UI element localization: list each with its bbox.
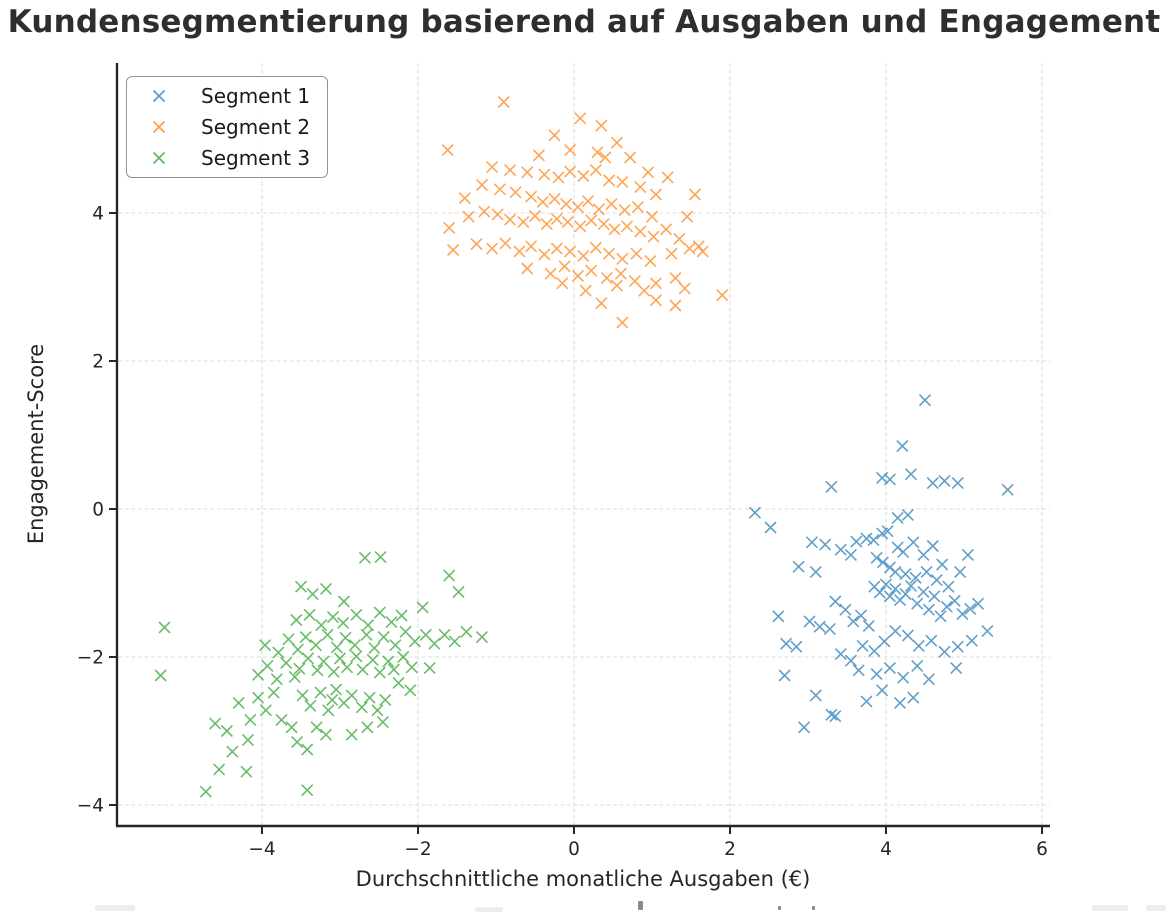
svg-text:2: 2	[92, 352, 104, 373]
screen-edge-fragment	[812, 906, 815, 910]
svg-text:−2: −2	[77, 648, 104, 669]
legend-item-segment-1: Segment 1	[127, 81, 327, 112]
scatter-series-segment-3	[154, 551, 489, 798]
svg-text:−2: −2	[404, 839, 431, 860]
screen-edge-fragment	[638, 901, 643, 910]
legend-item-segment-3: Segment 3	[127, 142, 327, 173]
x-marker-icon	[151, 88, 167, 104]
svg-text:4: 4	[92, 204, 104, 225]
svg-text:0: 0	[92, 500, 104, 521]
screen-edge-fragment	[475, 907, 503, 912]
svg-text:4: 4	[880, 839, 892, 860]
screen-edge-fragment	[1092, 905, 1128, 911]
screen-edge-fragment	[95, 905, 135, 911]
svg-text:6: 6	[1036, 839, 1048, 860]
legend-box: Segment 1 Segment 2 Segment 3	[126, 76, 328, 178]
x-axis-label: Durchschnittliche monatliche Ausgaben (€…	[355, 867, 811, 891]
legend-label-segment-3: Segment 3	[201, 145, 311, 170]
screen-edge-fragment	[1146, 905, 1166, 911]
svg-text:2: 2	[724, 839, 736, 860]
screen-edge-fragment	[778, 906, 781, 910]
chart-title: Kundensegmentierung basierend auf Ausgab…	[7, 4, 1161, 40]
svg-text:0: 0	[568, 839, 580, 860]
y-axis-label: Engagement-Score	[24, 343, 48, 545]
x-marker-icon	[151, 150, 167, 166]
svg-text:−4: −4	[77, 796, 104, 817]
legend-label-segment-1: Segment 1	[201, 84, 311, 109]
legend-label-segment-2: Segment 2	[201, 115, 311, 139]
scatter-series-segment-2	[441, 95, 729, 329]
legend-item-segment-2: Segment 2	[127, 112, 327, 143]
svg-text:−4: −4	[248, 839, 275, 860]
x-marker-icon	[151, 119, 167, 135]
scatter-series-segment-1	[748, 394, 1014, 734]
